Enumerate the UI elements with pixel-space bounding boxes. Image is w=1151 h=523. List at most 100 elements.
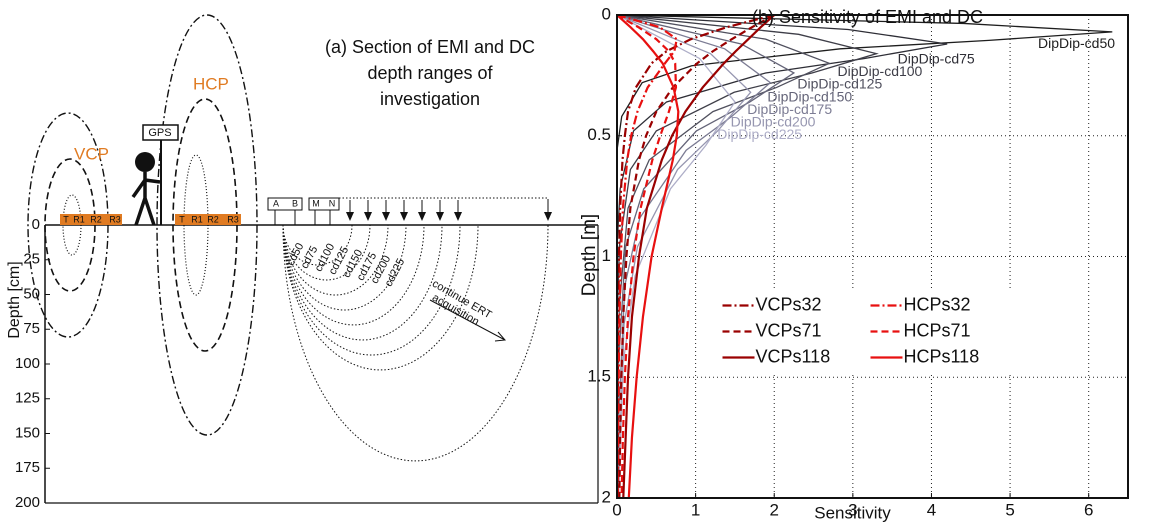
y-tick-label: 125 bbox=[15, 390, 40, 407]
y-tick-label: 150 bbox=[15, 424, 40, 441]
x-tick-label: 6 bbox=[1084, 500, 1093, 519]
legend-label: HCPs71 bbox=[904, 320, 971, 340]
electrode-arrowhead bbox=[382, 212, 390, 221]
x-tick-label: 2 bbox=[769, 500, 778, 519]
x-tick-label: 3 bbox=[848, 500, 857, 519]
series-line bbox=[617, 15, 831, 402]
sensitivity-arc bbox=[282, 224, 549, 462]
coil-label: R2 bbox=[90, 214, 102, 224]
y-axis-label: Depth [cm] bbox=[6, 261, 23, 338]
vcp-label: VCP bbox=[74, 144, 109, 163]
gps-label: GPS bbox=[148, 127, 171, 139]
sensitivity-arc bbox=[282, 224, 443, 341]
electrode-label: N bbox=[329, 198, 336, 208]
legend-label: VCPs32 bbox=[756, 294, 822, 314]
series-line bbox=[617, 15, 680, 498]
series-line bbox=[617, 15, 948, 247]
panel-title: (a) Section of EMI and DC bbox=[325, 37, 535, 57]
x-tick-label: 4 bbox=[927, 500, 936, 519]
electrode-arrowhead bbox=[346, 212, 354, 221]
legend-box bbox=[714, 288, 1015, 375]
legend-label: VCPs118 bbox=[756, 346, 831, 366]
electrode-arrowhead bbox=[418, 212, 426, 221]
coil-label: R1 bbox=[73, 214, 85, 224]
series-line bbox=[617, 15, 752, 479]
panel-title: investigation bbox=[380, 89, 480, 109]
moving-dipole-line bbox=[339, 197, 549, 214]
y-tick-label: 1.5 bbox=[587, 367, 611, 386]
coil-label: R3 bbox=[109, 214, 121, 224]
sensitivity-arc bbox=[282, 224, 371, 281]
y-tick-label: 50 bbox=[23, 285, 40, 302]
panel-a-text: (a) Section of EMI and DC depth ranges o… bbox=[6, 37, 535, 339]
hcp-instrument bbox=[175, 214, 241, 225]
y-tick-label: 75 bbox=[23, 320, 40, 337]
hcp-label: HCP bbox=[193, 74, 229, 93]
y-tick-label: 175 bbox=[15, 459, 40, 476]
electrode-arrowhead bbox=[364, 212, 372, 221]
x-tick-label: 5 bbox=[1005, 500, 1014, 519]
y-tick-label: 2 bbox=[602, 487, 611, 506]
curve-label: DipDip-cd100 bbox=[838, 63, 923, 79]
coil-label: R2 bbox=[207, 214, 219, 224]
sensitivity-arcs bbox=[282, 224, 549, 462]
y-tick-label: 0 bbox=[602, 4, 611, 23]
electrode-arrowhead bbox=[454, 212, 462, 221]
x-axis-label: Sensitivity bbox=[814, 503, 891, 522]
person-head bbox=[135, 152, 155, 172]
hcp-range-large bbox=[156, 14, 258, 436]
legend-label: HCPs32 bbox=[904, 294, 971, 314]
series-line bbox=[622, 15, 775, 498]
y-tick-label: 1 bbox=[602, 246, 611, 265]
curve-label: DipDip-cd75 bbox=[898, 51, 975, 67]
plot-area bbox=[617, 15, 1128, 498]
x-tick-label: 1 bbox=[691, 500, 700, 519]
y-tick-label: 0 bbox=[32, 216, 40, 233]
y-tick-label: 100 bbox=[15, 355, 40, 372]
sensitivity-arc bbox=[282, 224, 479, 371]
electrode-label: B bbox=[292, 198, 298, 208]
sensitivity-arc bbox=[282, 224, 461, 356]
person-body bbox=[131, 172, 161, 226]
electrode-label: A bbox=[273, 198, 279, 208]
vcp-instrument bbox=[60, 214, 122, 225]
sensitivity-arc bbox=[282, 224, 407, 311]
sensitivity-arc bbox=[282, 224, 425, 326]
panel-a-axis: 0 25 50 75 100 125 150 175 200 bbox=[15, 216, 50, 511]
electrode-label: M bbox=[312, 198, 320, 208]
chart-title: (b) Sensitivity of EMI and DC bbox=[752, 7, 983, 27]
coil-label: T bbox=[63, 214, 69, 224]
electrode-posts bbox=[274, 210, 331, 225]
legend-label: HCPs118 bbox=[904, 346, 980, 366]
coil-label: T bbox=[179, 214, 185, 224]
curve-label: DipDip-cd200 bbox=[731, 113, 816, 129]
gps-box bbox=[142, 124, 179, 141]
curve-label: DipDip-cd225 bbox=[717, 126, 802, 142]
electrode-box-ab bbox=[267, 197, 303, 211]
sensitivity-arc bbox=[282, 224, 389, 296]
curve-label: DipDip-cd175 bbox=[747, 101, 832, 117]
curve-label: DipDip-cd125 bbox=[797, 76, 882, 92]
continue-arrow bbox=[429, 299, 507, 342]
x-tick-label: 0 bbox=[612, 500, 621, 519]
series-line bbox=[617, 15, 736, 498]
curve-label: DipDip-cd150 bbox=[767, 88, 852, 104]
y-axis-label: Depth [m] bbox=[579, 214, 600, 296]
electrode-arrowhead bbox=[544, 212, 552, 221]
curve-label: DipDip-cd50 bbox=[1038, 35, 1115, 51]
electrode-arrows bbox=[346, 200, 552, 221]
y-tick-label: 0.5 bbox=[587, 125, 611, 144]
panel-a bbox=[27, 14, 599, 504]
series-line bbox=[617, 15, 1113, 151]
panel-b: 0 1 2 3 4 5 600.511.52DipDip-cd50DipDip-cd75Di… bbox=[579, 4, 1129, 522]
legend-label: VCPs71 bbox=[756, 320, 822, 340]
coil-label: R3 bbox=[227, 214, 239, 224]
series-line bbox=[617, 15, 796, 479]
y-tick-label: 25 bbox=[23, 251, 40, 268]
series-line bbox=[618, 15, 775, 498]
electrode-box-mn bbox=[308, 197, 340, 211]
electrode-arrowhead bbox=[436, 212, 444, 221]
coil-label: R1 bbox=[191, 214, 203, 224]
